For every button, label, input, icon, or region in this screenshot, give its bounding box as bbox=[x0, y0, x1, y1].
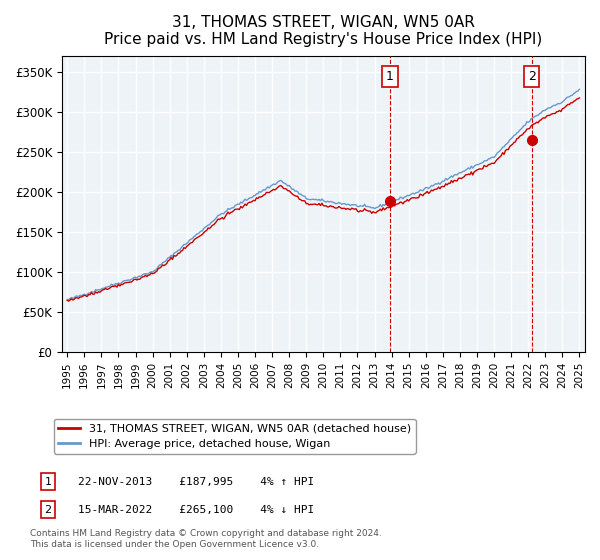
Title: 31, THOMAS STREET, WIGAN, WN5 0AR
Price paid vs. HM Land Registry's House Price : 31, THOMAS STREET, WIGAN, WN5 0AR Price … bbox=[104, 15, 542, 48]
Text: 1: 1 bbox=[386, 70, 394, 83]
Legend: 31, THOMAS STREET, WIGAN, WN5 0AR (detached house), HPI: Average price, detached: 31, THOMAS STREET, WIGAN, WN5 0AR (detac… bbox=[53, 419, 416, 454]
Text: 15-MAR-2022    £265,100    4% ↓ HPI: 15-MAR-2022 £265,100 4% ↓ HPI bbox=[78, 505, 314, 515]
Text: 2: 2 bbox=[44, 505, 52, 515]
Text: 1: 1 bbox=[44, 477, 52, 487]
Text: 2: 2 bbox=[527, 70, 536, 83]
Text: Contains HM Land Registry data © Crown copyright and database right 2024.
This d: Contains HM Land Registry data © Crown c… bbox=[30, 529, 382, 549]
Text: 22-NOV-2013    £187,995    4% ↑ HPI: 22-NOV-2013 £187,995 4% ↑ HPI bbox=[78, 477, 314, 487]
